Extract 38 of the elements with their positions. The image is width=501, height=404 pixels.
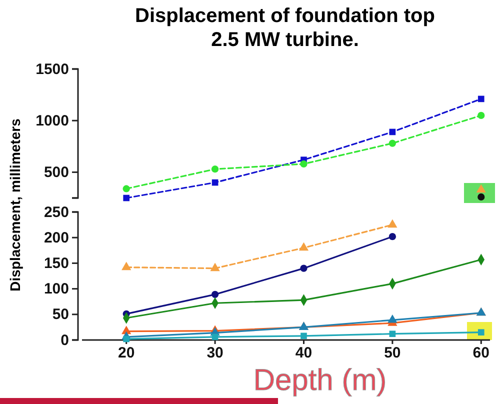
point: [389, 330, 396, 338]
point: [122, 262, 132, 270]
y-tick-label: 1500: [36, 60, 69, 78]
point: [300, 332, 307, 340]
y-tick-label: 250: [44, 204, 69, 221]
y-tick-label: 500: [44, 164, 69, 181]
point: [478, 112, 485, 119]
y-tick-label: 200: [44, 229, 69, 246]
point: [300, 264, 308, 272]
point: [123, 194, 130, 202]
y-tick-label: 1000: [36, 112, 69, 130]
x-tick-label: 20: [118, 344, 135, 362]
point: [300, 160, 308, 168]
x-tick-label: 40: [295, 344, 312, 362]
point: [210, 262, 220, 272]
y-tick-label: 50: [52, 306, 69, 324]
y-tick-label: 0: [60, 332, 69, 349]
y-axis-title: Displacement, millimeters: [7, 118, 23, 292]
x-tick-label: 50: [384, 344, 401, 362]
x-axis-title: Depth (m): [253, 364, 387, 397]
point: [212, 334, 218, 340]
point: [211, 166, 219, 173]
point: [298, 242, 309, 251]
point: [123, 336, 130, 342]
point: [388, 314, 398, 323]
point: [478, 96, 484, 102]
x-tick-label: 30: [206, 344, 224, 362]
chart-title: Displacement of foundation top 2.5 MW turbine.: [135, 5, 435, 51]
point: [211, 290, 219, 298]
point: [389, 128, 396, 136]
point: [388, 219, 398, 228]
point: [388, 233, 396, 240]
y-tick-label: 100: [44, 280, 69, 298]
point: [388, 140, 396, 147]
point: [122, 185, 130, 192]
y-tick-label: 150: [44, 255, 69, 272]
point: [212, 179, 218, 186]
x-tick-label: 60: [472, 344, 490, 362]
